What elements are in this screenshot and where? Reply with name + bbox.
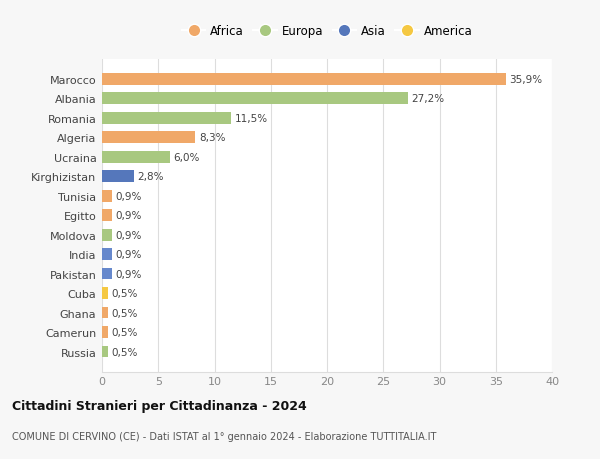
Text: 0,9%: 0,9% <box>116 230 142 240</box>
Text: Cittadini Stranieri per Cittadinanza - 2024: Cittadini Stranieri per Cittadinanza - 2… <box>12 399 307 412</box>
Bar <box>102 132 196 144</box>
Text: 2,8%: 2,8% <box>137 172 163 182</box>
Text: 27,2%: 27,2% <box>412 94 445 104</box>
Text: 0,9%: 0,9% <box>116 250 142 260</box>
Bar <box>102 74 506 85</box>
Bar <box>102 268 112 280</box>
Text: 0,5%: 0,5% <box>111 288 137 298</box>
Text: 35,9%: 35,9% <box>509 75 542 84</box>
Legend: Africa, Europa, Asia, America: Africa, Europa, Asia, America <box>178 22 476 42</box>
Bar <box>102 190 112 202</box>
Bar <box>102 171 133 183</box>
Bar <box>102 307 107 319</box>
Bar <box>102 113 232 124</box>
Bar <box>102 93 408 105</box>
Text: 0,9%: 0,9% <box>116 269 142 279</box>
Bar <box>102 288 107 299</box>
Text: 0,9%: 0,9% <box>116 211 142 221</box>
Text: COMUNE DI CERVINO (CE) - Dati ISTAT al 1° gennaio 2024 - Elaborazione TUTTITALIA: COMUNE DI CERVINO (CE) - Dati ISTAT al 1… <box>12 431 436 442</box>
Bar <box>102 151 170 163</box>
Text: 8,3%: 8,3% <box>199 133 225 143</box>
Bar <box>102 210 112 222</box>
Text: 0,9%: 0,9% <box>116 191 142 202</box>
Text: 6,0%: 6,0% <box>173 152 199 162</box>
Bar <box>102 346 107 358</box>
Bar <box>102 249 112 260</box>
Text: 11,5%: 11,5% <box>235 113 268 123</box>
Bar <box>102 326 107 338</box>
Text: 0,5%: 0,5% <box>111 327 137 337</box>
Text: 0,5%: 0,5% <box>111 347 137 357</box>
Text: 0,5%: 0,5% <box>111 308 137 318</box>
Bar <box>102 230 112 241</box>
